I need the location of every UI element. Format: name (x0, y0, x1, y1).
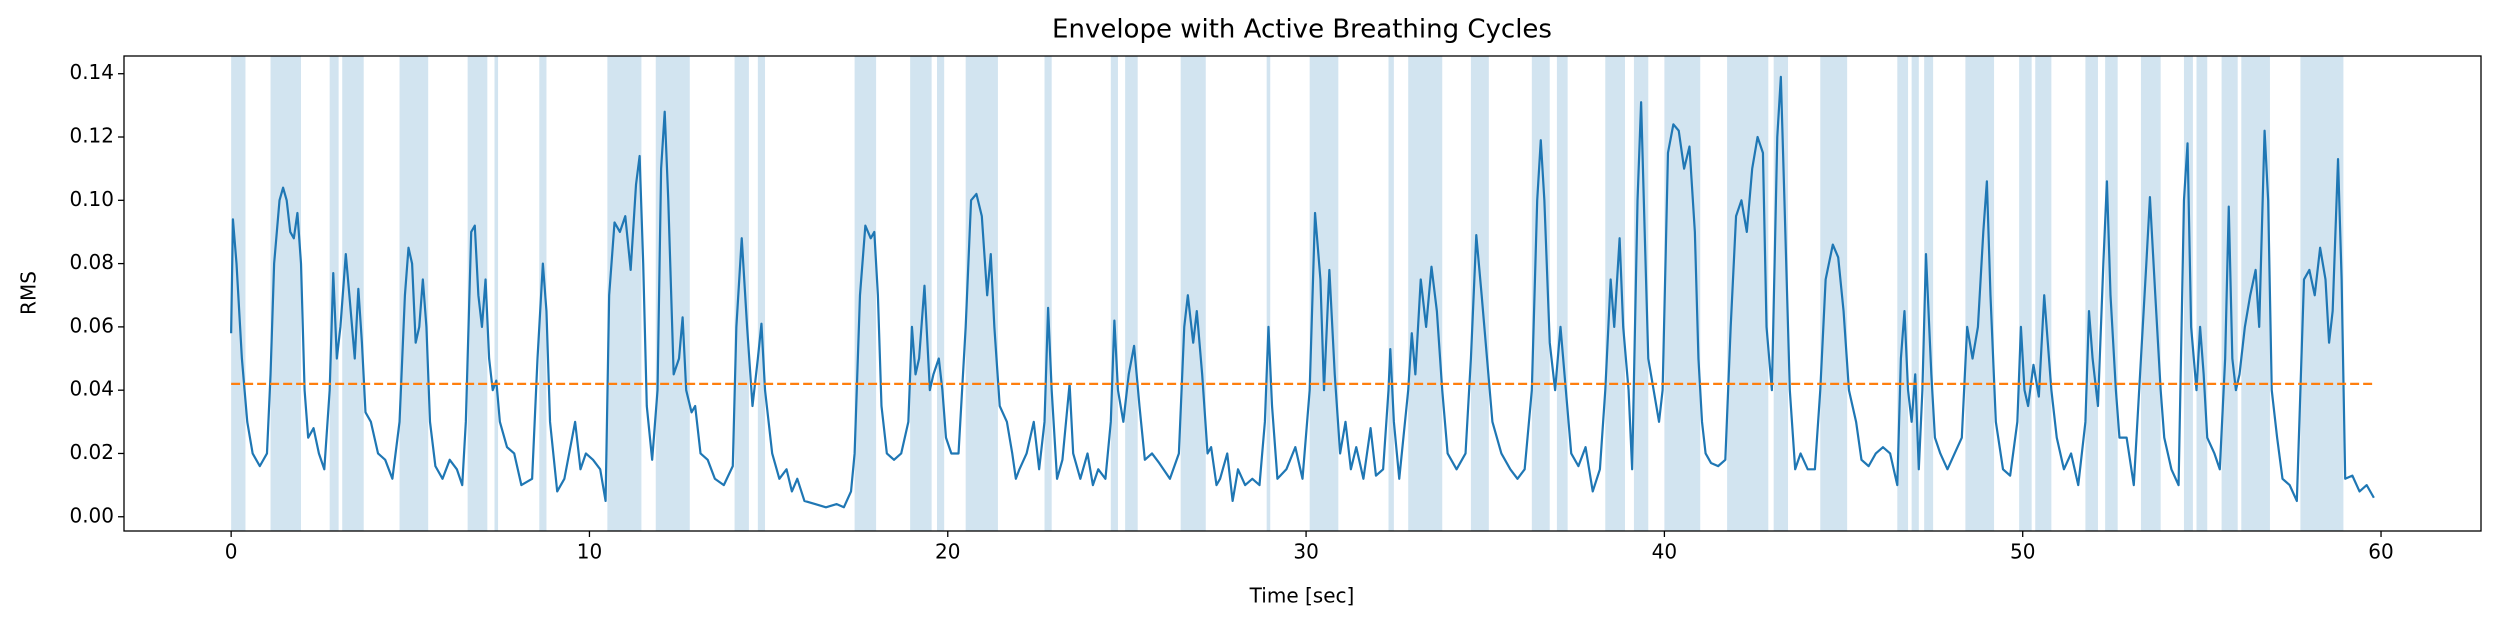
x-tick-label: 50 (2010, 540, 2035, 564)
active-span (494, 56, 499, 531)
y-tick-label: 0.00 (69, 503, 114, 527)
active-span (2241, 56, 2270, 531)
active-span (734, 56, 749, 531)
active-span (2221, 56, 2238, 531)
y-tick-label: 0.04 (69, 377, 114, 401)
active-span (607, 56, 642, 531)
y-tick-label: 0.14 (69, 60, 114, 84)
active-span (937, 56, 945, 531)
x-tick-label: 40 (1652, 540, 1677, 564)
y-tick-label: 0.08 (69, 250, 114, 274)
active-span (1773, 56, 1789, 531)
x-tick-label: 30 (1293, 540, 1318, 564)
active-span (2085, 56, 2098, 531)
x-tick-label: 0 (225, 540, 238, 564)
y-tick-label: 0.12 (69, 124, 114, 148)
active-span (1266, 56, 1271, 531)
plot-frame (123, 55, 2482, 532)
active-span (1044, 56, 1052, 531)
x-tick-label: 60 (2368, 540, 2393, 564)
y-axis-label: RMS (17, 271, 41, 315)
active-span (1309, 56, 1339, 531)
active-span (910, 56, 932, 531)
active-span (1727, 56, 1769, 531)
active-span (655, 56, 690, 531)
y-tick-label: 0.10 (69, 187, 114, 211)
active-span (342, 56, 364, 531)
active-span (757, 56, 766, 531)
active-span (2140, 56, 2161, 531)
active-span (1408, 56, 1443, 531)
active-span (1911, 56, 1919, 531)
envelope-line (230, 75, 2375, 509)
x-axis-label: Time [sec] (1249, 584, 1355, 608)
active-span (1110, 56, 1118, 531)
active-span (1180, 56, 1206, 531)
active-span (1531, 56, 1550, 531)
active-span (2019, 56, 2032, 531)
active-span (270, 56, 302, 531)
y-tick-label: 0.02 (69, 440, 114, 464)
active-span (1664, 56, 1701, 531)
x-tick-label: 20 (935, 540, 960, 564)
active-span (2035, 56, 2052, 531)
y-tick-label: 0.06 (69, 313, 114, 337)
active-span (2196, 56, 2208, 531)
active-span (1125, 56, 1138, 531)
active-span (1897, 56, 1909, 531)
chart-title: Envelope with Active Breathing Cycles (1052, 15, 1552, 45)
active-span (1388, 56, 1394, 531)
active-span (1470, 56, 1489, 531)
active-span (539, 56, 547, 531)
active-span (1556, 56, 1568, 531)
active-span (2300, 56, 2344, 531)
active-span (2183, 56, 2193, 531)
active-span (1605, 56, 1625, 531)
active-span (854, 56, 877, 531)
x-tick-label: 10 (577, 540, 602, 564)
